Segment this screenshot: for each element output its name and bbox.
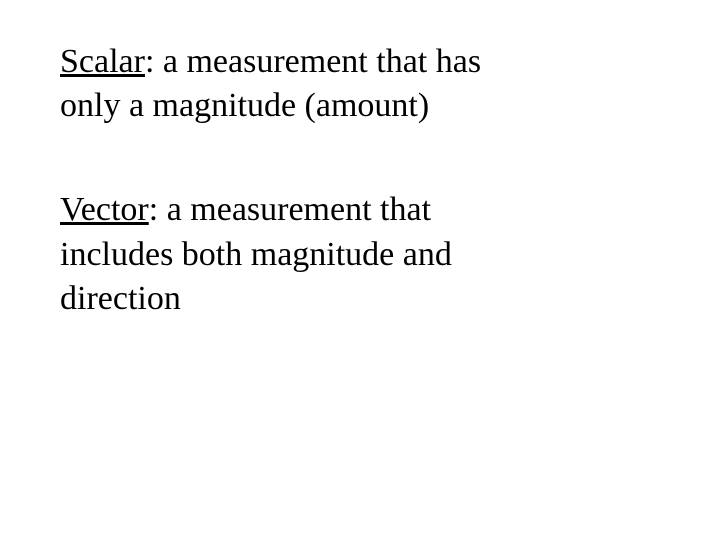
- scalar-line-1: Scalar: a measurement that has: [60, 40, 660, 84]
- scalar-line-2: only a magnitude (amount): [60, 84, 660, 128]
- scalar-definition: Scalar: a measurement that has only a ma…: [60, 40, 660, 128]
- vector-definition: Vector: a measurement that includes both…: [60, 188, 660, 321]
- vector-line-1: Vector: a measurement that: [60, 188, 660, 232]
- scalar-term: Scalar: [60, 43, 145, 80]
- vector-term: Vector: [60, 191, 149, 228]
- vector-line-2: includes both magnitude and: [60, 233, 660, 277]
- vector-line-3: direction: [60, 277, 660, 321]
- slide-content: Scalar: a measurement that has only a ma…: [60, 40, 660, 321]
- vector-line-1-rest: : a measurement that: [149, 191, 431, 228]
- scalar-line-1-rest: : a measurement that has: [145, 43, 481, 80]
